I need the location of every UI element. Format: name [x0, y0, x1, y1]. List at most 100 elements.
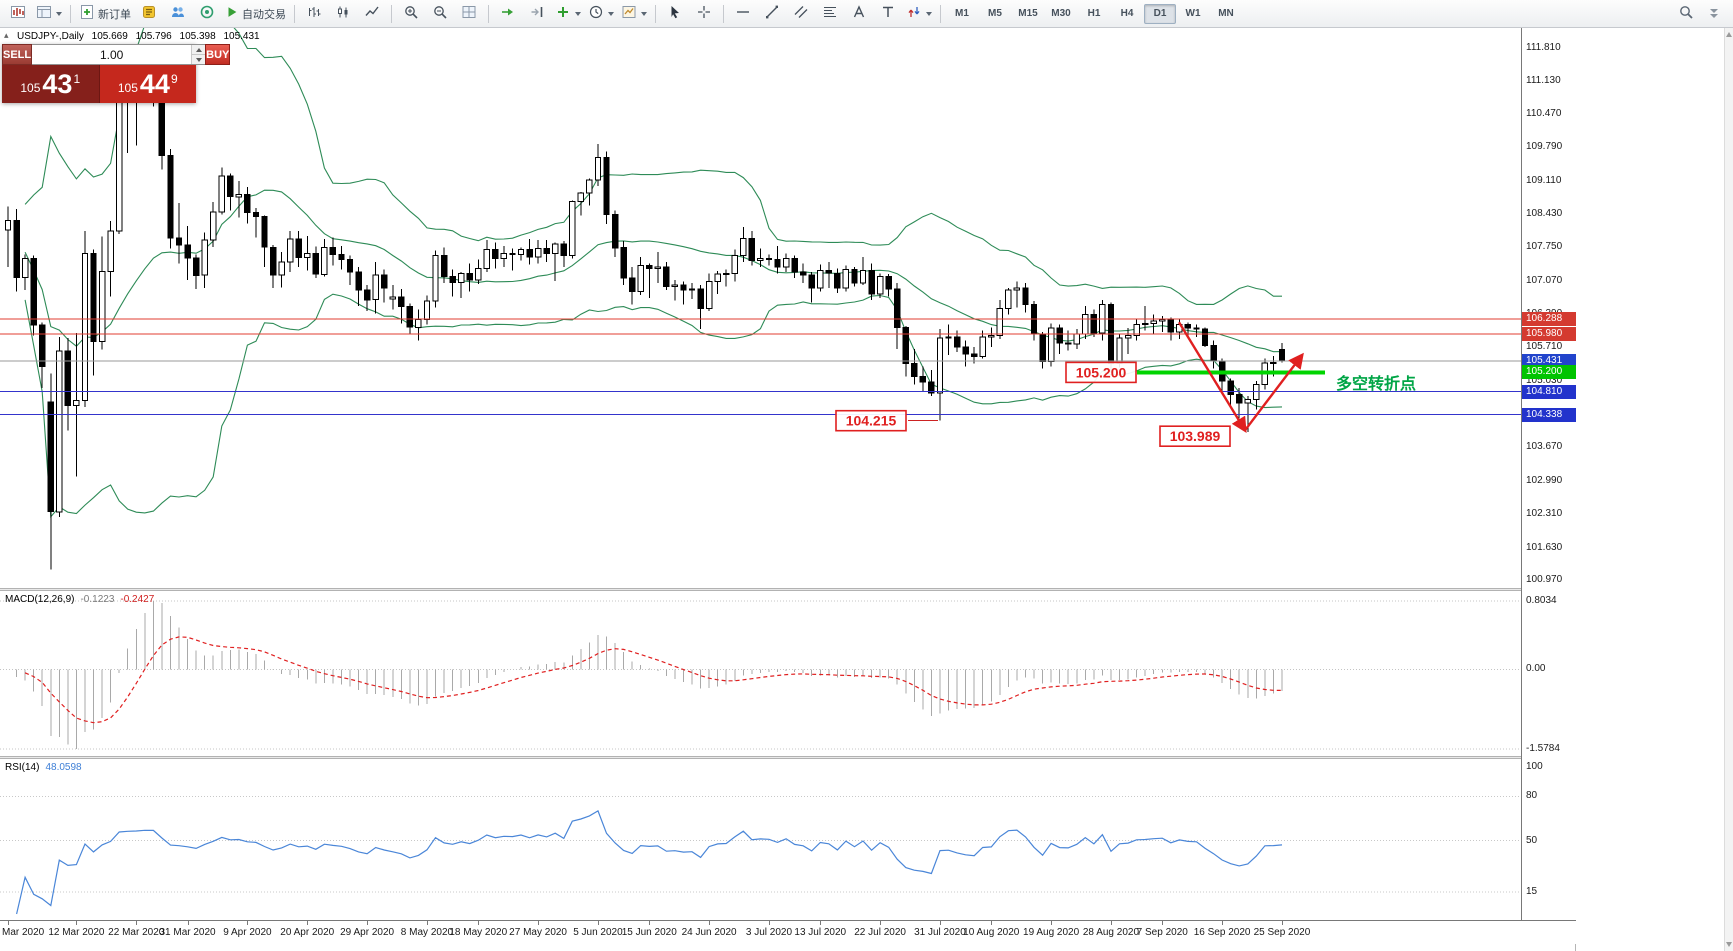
toolbar: 新订单 自动交易 M1 M5 M15 M30 H1 H	[0, 0, 1733, 28]
buy-button[interactable]: BUY	[205, 44, 231, 65]
macd-axis-label: 0.00	[1526, 663, 1546, 675]
autotrading-button[interactable]: 自动交易	[222, 3, 289, 25]
date-tick	[1222, 921, 1224, 925]
label-tool-button[interactable]	[874, 3, 902, 25]
search-icon	[1678, 4, 1694, 23]
volume-input[interactable]	[32, 45, 192, 64]
line-chart-icon	[364, 4, 380, 23]
indicators-button[interactable]	[552, 3, 584, 25]
periods-button[interactable]	[585, 3, 617, 25]
fibonacci-tool-button[interactable]	[816, 3, 844, 25]
date-axis[interactable]: Mar 2020 12 Mar 2020 22 Mar 2020 31 Mar 202…	[0, 920, 1576, 944]
toolbar-overflow-button[interactable]	[1701, 3, 1729, 25]
arrows-tool-button[interactable]	[903, 3, 935, 25]
timeframe-h4-button[interactable]: H4	[1120, 8, 1134, 19]
zoom-in-icon	[403, 4, 419, 23]
buy-price-button[interactable]: 105 44 9	[99, 65, 196, 103]
community-button[interactable]	[164, 3, 192, 25]
text-tool-button[interactable]	[845, 3, 873, 25]
candle-chart-type-button[interactable]	[329, 3, 357, 25]
one-click-collapse-toggle[interactable]: ▴	[4, 30, 9, 40]
volume-down-button[interactable]	[192, 55, 206, 64]
chart-profiles-button[interactable]	[33, 3, 65, 25]
date-tick	[426, 921, 428, 925]
timeframe-w1-button[interactable]: W1	[1185, 8, 1201, 19]
price-axis[interactable]: 111.810 111.130 110.470 109.790 109.110 108.4…	[1521, 28, 1576, 920]
chart-shift-button[interactable]	[523, 3, 551, 25]
mql5-search-button[interactable]	[193, 3, 221, 25]
horizontal-line-tool-button[interactable]	[729, 3, 757, 25]
metaeditor-icon	[141, 4, 157, 23]
crosshair-button[interactable]	[690, 3, 718, 25]
search-button[interactable]	[1672, 3, 1700, 25]
bar-chart-type-button[interactable]	[300, 3, 328, 25]
main-chart-canvas[interactable]: 105.200 104.215 103.989 多空转折点	[0, 28, 1521, 588]
line-chart-type-button[interactable]	[358, 3, 386, 25]
templates-button[interactable]	[618, 3, 650, 25]
volume-spinner	[191, 45, 206, 64]
price-axis-label: 109.110	[1526, 174, 1562, 186]
date-axis-label: 16 Sep 2020	[1193, 927, 1251, 938]
new-chart-button[interactable]	[4, 3, 32, 25]
timeframe-h1-button[interactable]: H1	[1087, 8, 1101, 19]
macd-canvas[interactable]	[0, 591, 1521, 756]
panel-separator[interactable]	[0, 588, 1576, 591]
timeframe-mn-button[interactable]: MN	[1218, 8, 1234, 19]
tile-windows-button[interactable]	[455, 3, 483, 25]
macd-header: MACD(12,26,9) -0.1223 -0.2427	[5, 594, 154, 605]
date-tick	[367, 921, 369, 925]
timeframe-d1-button[interactable]: D1	[1144, 3, 1176, 24]
text-t-icon	[880, 4, 896, 23]
cursor-button[interactable]	[661, 3, 689, 25]
trendline-tool-button[interactable]	[758, 3, 786, 25]
date-tick	[939, 921, 941, 925]
date-axis-label: 25 Sep 2020	[1253, 927, 1311, 938]
zoom-in-button[interactable]	[397, 3, 425, 25]
price-axis-label: 110.470	[1526, 107, 1562, 119]
chevron-down-icon	[56, 11, 62, 16]
timeframe-m15-button[interactable]: M15	[1018, 8, 1038, 19]
chart-symbol-line: USDJPY-,Daily 105.669 105.796 105.398 10…	[17, 31, 265, 42]
timeframe-m1-button[interactable]: M1	[955, 8, 969, 19]
community-icon	[170, 4, 186, 23]
horizontal-line-icon	[735, 4, 751, 23]
metaeditor-button[interactable]	[135, 3, 163, 25]
zoom-out-button[interactable]	[426, 3, 454, 25]
chart-window: 105.200 104.215 103.989 多空转折点 ▴ USDJPY-,Dai…	[0, 28, 1576, 951]
date-axis-label: 22 Mar 2020	[108, 927, 165, 938]
price-tag: 106.288	[1522, 312, 1576, 326]
auto-scroll-button[interactable]	[494, 3, 522, 25]
macd-main-value: -0.1223	[80, 594, 115, 605]
trendline-icon	[764, 4, 780, 23]
panel-separator[interactable]	[0, 756, 1576, 759]
channel-tool-button[interactable]	[787, 3, 815, 25]
timeframe-m30-button[interactable]: M30	[1051, 8, 1071, 19]
date-axis-label: 19 Aug 2020	[1023, 927, 1080, 938]
channel-icon	[793, 4, 809, 23]
symbol-period-label: USDJPY-,Daily	[17, 31, 84, 42]
price-axis-label: 103.670	[1526, 441, 1563, 453]
timeframe-m5-button[interactable]: M5	[988, 8, 1002, 19]
sell-price-sup: 1	[73, 72, 81, 86]
date-axis-label: 18 May 2020	[449, 927, 508, 938]
volume-up-button[interactable]	[192, 45, 206, 55]
toolbar-separator	[391, 4, 392, 23]
price-axis-label: 105.710	[1526, 341, 1563, 353]
new-order-button[interactable]: 新订单	[76, 3, 134, 25]
volume-field	[32, 44, 206, 65]
date-tick	[478, 921, 480, 925]
new-chart-icon	[10, 4, 26, 23]
workspace-background	[1576, 28, 1733, 951]
date-tick	[597, 921, 599, 925]
sell-button[interactable]: SELL	[2, 44, 33, 65]
rsi-canvas[interactable]	[0, 759, 1521, 920]
sell-price-button[interactable]: 105 43 1	[2, 65, 100, 103]
autotrading-play-icon	[225, 5, 239, 22]
spinner-down-icon	[195, 57, 202, 62]
svg-text:多空转折点: 多空转折点	[1336, 374, 1416, 393]
price-axis-label: 102.990	[1526, 474, 1563, 486]
svg-text:104.215: 104.215	[846, 413, 897, 429]
vertical-scrollbar[interactable]	[1724, 28, 1733, 951]
